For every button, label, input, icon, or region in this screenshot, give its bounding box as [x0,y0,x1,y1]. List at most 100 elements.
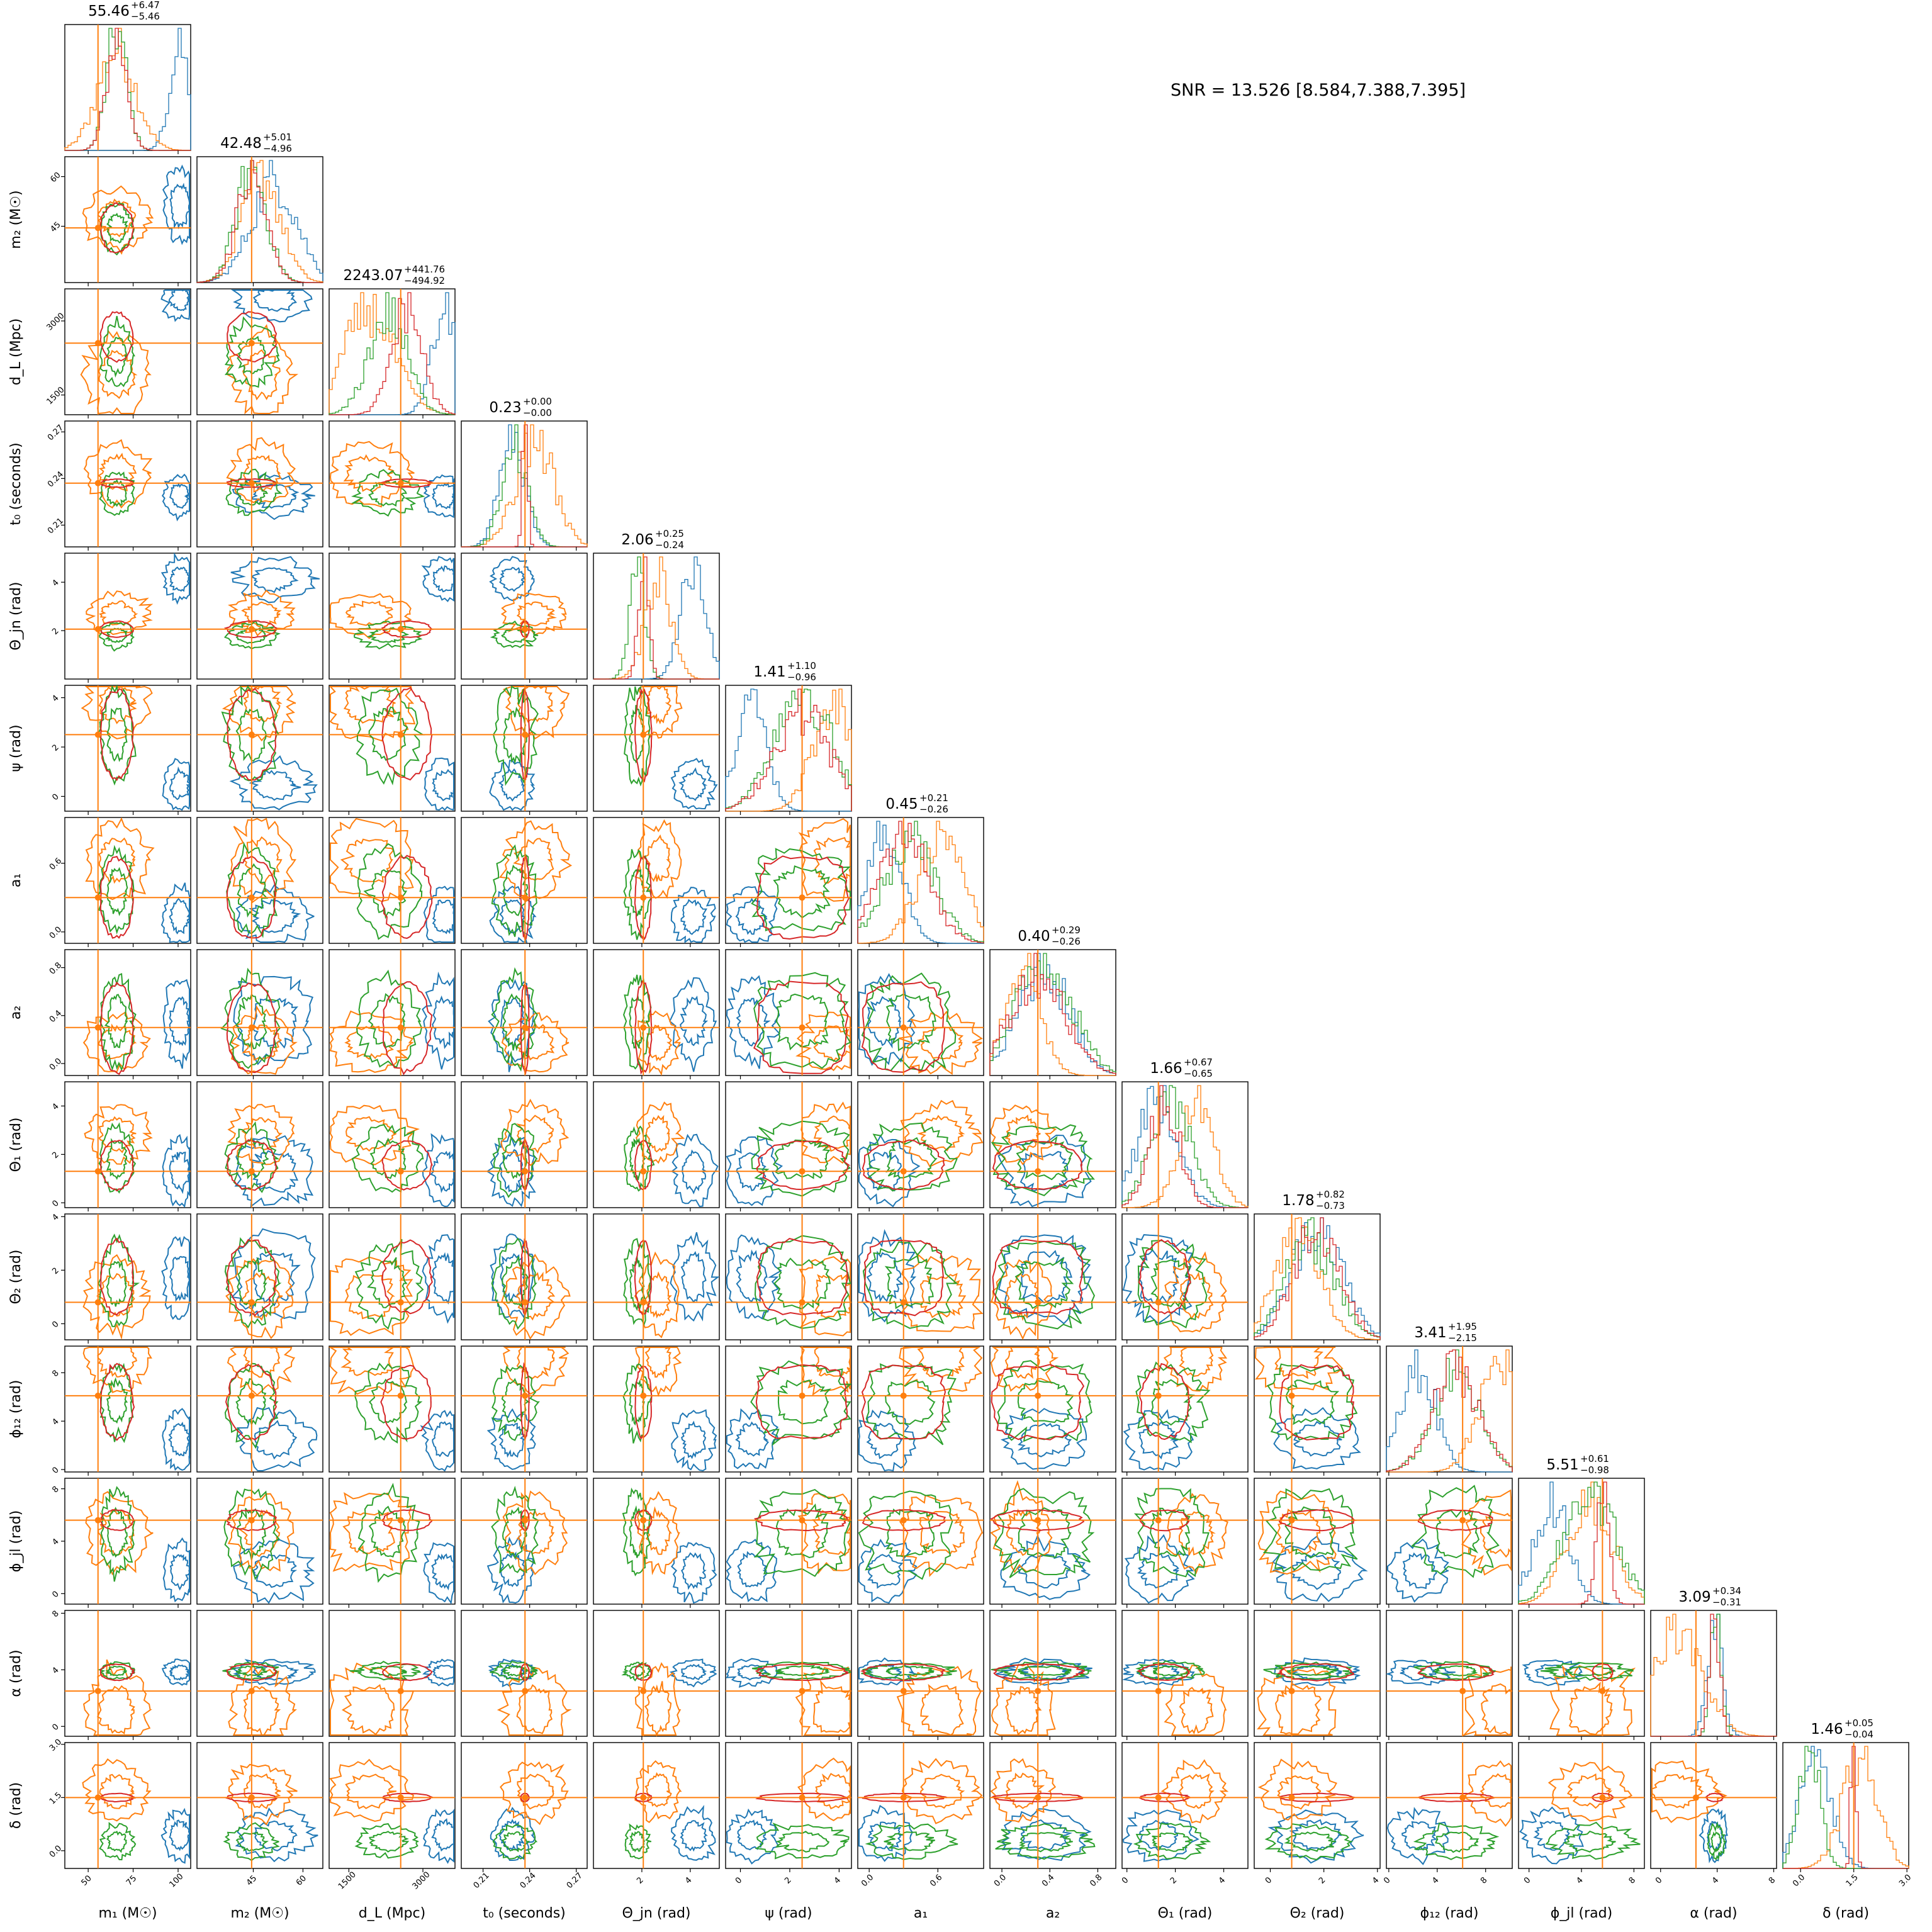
truth-marker [522,1299,529,1306]
contour-panel-7-4 [593,949,720,1079]
contour-series-3 [99,202,135,254]
contour-panel-10-0: 0 4 8 [50,1345,191,1476]
contour-series-0 [726,1234,782,1320]
truth-marker [1155,1299,1162,1306]
contour-series-1 [1480,1773,1512,1809]
contour-panel-9-4 [593,1213,720,1344]
contour-series-0 [249,768,301,801]
contour-series-1 [644,1681,672,1737]
contour-series-1 [637,1491,680,1576]
truth-marker [1692,1794,1699,1801]
contour-series-2 [1017,1379,1075,1424]
contour-panel-11-4 [593,1478,720,1608]
y-tick-label: 4 [50,694,60,704]
truth-marker [248,1392,255,1399]
truth-marker [94,1392,101,1399]
contour-series-2 [628,1831,646,1853]
contour-series-0 [671,1805,716,1861]
contour-series-1 [814,1273,851,1318]
contour-series-3 [100,1237,135,1316]
contour-panel-6-2 [329,817,456,947]
marginal-err-plus: +0.29 [1052,924,1081,936]
y-tick-label: 4 [50,1537,60,1547]
hist-series-3 [857,821,984,943]
contour-series-0 [868,1821,903,1851]
contour-series-3 [862,1509,946,1531]
contour-series-1 [812,1679,851,1733]
contour-series-1 [83,1659,152,1736]
contour-panel-12-5 [725,1610,852,1740]
contour-series-1 [517,1773,554,1810]
marginal-title: 42.48 [220,135,262,152]
contour-series-1 [1257,1665,1337,1736]
contour-series-0 [169,1664,191,1681]
y-tick-label: 0.27 [46,423,65,442]
contour-series-0 [162,758,190,811]
contour-panel-13-0: 50 75 100 0.0 1.5 3.0 [48,1738,191,1890]
contour-series-0 [858,1229,917,1323]
x-axis-label: Θ_jn (rad) [622,1906,690,1921]
contour-series-1 [502,1490,568,1576]
contour-series-2 [991,1124,1095,1196]
x-tick-label: 1.5 [1845,1873,1860,1889]
truth-marker [1288,1392,1295,1399]
contour-series-2 [1563,1830,1616,1853]
panel-frame [64,817,191,944]
contour-series-0 [1402,1552,1437,1590]
hist-series-1 [726,688,852,812]
panel-frame [329,1213,456,1340]
marginal-err-plus: +0.82 [1316,1189,1345,1200]
x-tick-label: 0 [1522,1875,1532,1885]
contour-series-2 [235,1378,267,1427]
y-tick-label: 0 [50,1590,60,1600]
panel-frame [196,685,323,812]
contour-series-2 [225,468,283,516]
truth-marker [640,1794,647,1801]
contour-panel-8-3 [461,1081,588,1211]
contour-series-3 [861,981,946,1073]
contour-series-1 [227,1104,295,1165]
marginal-err-minus: −0.98 [1580,1464,1609,1476]
contour-series-3 [520,984,530,1075]
x-tick-label: 0.6 [928,1873,944,1889]
truth-marker [799,1794,806,1801]
y-tick-label: 4 [50,1666,60,1676]
contour-series-1 [497,1666,572,1736]
y-axis-label: ϕ_jl (rad) [8,1510,24,1572]
contour-panel-10-9 [1254,1345,1381,1476]
panel-frame [329,1478,456,1605]
contour-panel-9-1 [196,1213,323,1344]
x-tick-label: 0 [1654,1875,1664,1885]
panel-frame [461,553,588,680]
contour-series-0 [161,473,190,522]
marginal-title: 3.09 [1678,1589,1710,1605]
contour-series-2 [106,1260,127,1307]
contour-series-0 [169,897,191,935]
contour-series-1 [899,1347,983,1393]
contour-series-0 [160,1807,190,1864]
contour-series-3 [99,1663,136,1682]
truth-marker [1155,1688,1162,1695]
contour-panel-10-3 [461,1345,588,1476]
x-tick-label: 0 [1120,1875,1130,1885]
truth-marker [1155,1794,1162,1801]
contour-series-1 [1461,1489,1512,1576]
x-tick-label: 60 [295,1873,308,1887]
contour-series-2 [885,1665,935,1676]
contour-series-2 [629,1256,646,1311]
contour-panel-13-8: 0 2 4 [1120,1742,1249,1886]
contour-panel-8-6 [857,1081,984,1211]
contour-series-2 [1137,1240,1208,1328]
contour-series-0 [866,1422,903,1459]
contour-series-0 [168,1421,191,1457]
contour-series-1 [814,1347,851,1377]
contour-series-1 [1275,1508,1321,1554]
truth-marker [1035,1794,1042,1801]
contour-series-3 [381,1509,434,1531]
contour-series-1 [645,1506,672,1555]
truth-marker [640,1024,647,1031]
hist-series-3 [593,556,719,680]
contour-series-3 [753,1509,850,1532]
truth-marker [248,1517,255,1524]
